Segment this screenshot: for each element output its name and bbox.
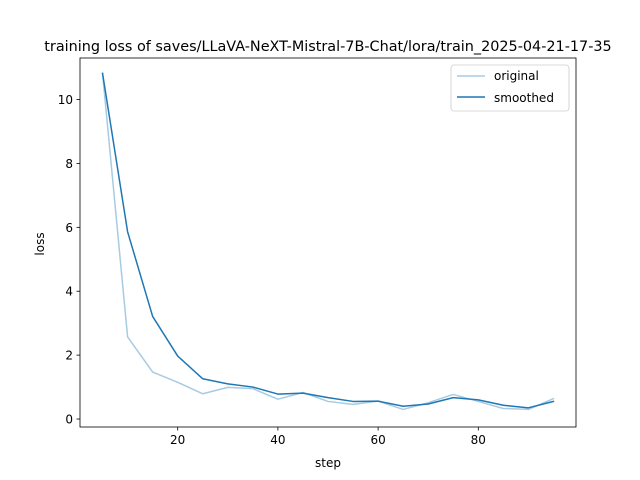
plot-area (79, 57, 577, 428)
y-tick-label: 8 (65, 157, 73, 171)
chart-title: training loss of saves/LLaVA-NeXT-Mistra… (44, 39, 611, 55)
x-tick-label: 40 (270, 433, 285, 447)
y-tick-label: 0 (65, 413, 73, 427)
x-tick-label: 60 (370, 433, 385, 447)
series-line-smoothed (101, 72, 555, 409)
plot-frame (79, 57, 577, 428)
legend-label-smoothed: smoothed (494, 91, 554, 105)
y-axis-ticks: 0 2 4 6 8 10 (58, 93, 80, 427)
x-axis-ticks: 20 40 60 80 (170, 427, 486, 447)
y-tick-label: 10 (58, 93, 73, 107)
series-layer (101, 72, 555, 411)
x-tick-label: 20 (170, 433, 185, 447)
series-line-original (101, 72, 555, 411)
x-axis-label: step (315, 456, 341, 470)
y-tick-label: 6 (65, 221, 73, 235)
x-tick-label: 80 (471, 433, 486, 447)
legend: original smoothed (450, 64, 570, 112)
plot-background (80, 58, 576, 427)
y-axis-label: loss (33, 232, 47, 255)
legend-label-original: original (494, 69, 539, 83)
y-tick-label: 2 (65, 349, 73, 363)
y-tick-label: 4 (65, 285, 73, 299)
